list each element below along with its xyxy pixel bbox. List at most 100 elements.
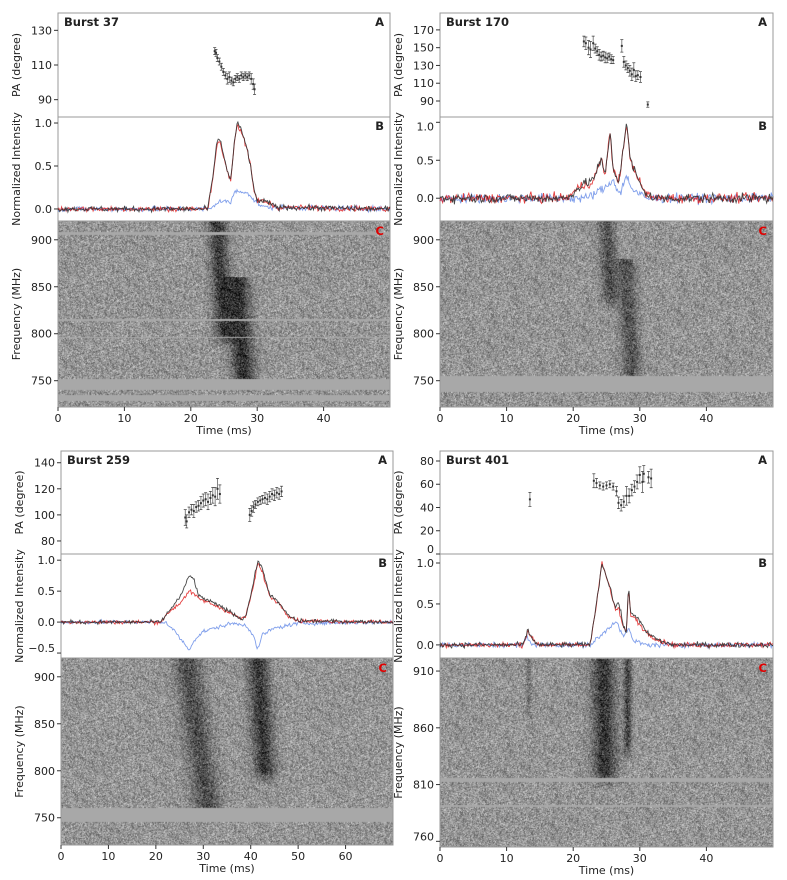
pa-data-point bbox=[265, 493, 269, 505]
profile-line-total bbox=[60, 560, 394, 626]
pa-data-point bbox=[239, 71, 243, 80]
spectrum-ytick-label: 900 bbox=[31, 234, 52, 247]
spectrum-panel-frame bbox=[439, 657, 774, 848]
pa-marker bbox=[584, 42, 587, 45]
spectrum-ytick-label: 910 bbox=[413, 665, 434, 678]
dynamic-spectrum-image bbox=[61, 658, 393, 845]
pa-ytick-label: 0 bbox=[427, 543, 434, 556]
profile-ytick-label: 1.0 bbox=[38, 554, 56, 567]
profile-ytick-label: 0.5 bbox=[38, 585, 56, 598]
pa-marker bbox=[625, 494, 628, 497]
pa-data-point bbox=[635, 474, 639, 490]
pa-marker bbox=[278, 493, 281, 496]
pa-data-point bbox=[592, 473, 596, 489]
pa-marker bbox=[650, 477, 653, 480]
dynamic-spectrum-image bbox=[440, 221, 773, 407]
pa-data-point bbox=[219, 62, 223, 71]
pa-data-point bbox=[201, 493, 205, 508]
panel-letter-b: B bbox=[378, 556, 387, 570]
profile-line-total bbox=[57, 120, 391, 214]
pa-marker bbox=[622, 500, 625, 503]
time-xtick-label: 60 bbox=[339, 850, 353, 863]
profile-line-linear bbox=[57, 123, 391, 214]
dynamic-spectrum-image bbox=[440, 658, 773, 847]
pa-marker bbox=[630, 489, 633, 492]
pa-marker bbox=[605, 484, 608, 487]
pa-marker bbox=[612, 485, 615, 488]
pa-marker bbox=[647, 476, 650, 479]
pa-data-point bbox=[245, 73, 249, 81]
pa-data-point bbox=[593, 43, 597, 54]
profile-panel-frame bbox=[57, 116, 391, 222]
pa-data-point bbox=[258, 496, 262, 505]
time-xlabel: Time (ms) bbox=[578, 864, 634, 877]
pa-marker bbox=[266, 498, 269, 501]
burst-170-figure: Burst 170 A B C 90 110 130 150 170 PA (degree) 0.0… bbox=[392, 12, 774, 437]
time-xtick-label: 10 bbox=[117, 412, 131, 425]
profile-line-linear bbox=[60, 562, 394, 626]
pa-ytick-label: 90 bbox=[420, 95, 434, 108]
pa-marker bbox=[268, 495, 271, 498]
pa-data-point bbox=[233, 75, 237, 83]
profile-panel-frame bbox=[439, 553, 774, 659]
pa-marker bbox=[271, 493, 274, 496]
pa-marker bbox=[263, 496, 266, 499]
spectrum-ylabel: Frequency (MHz) bbox=[392, 268, 405, 360]
profile-ytick-label: 0.0 bbox=[35, 203, 53, 216]
pa-marker bbox=[248, 74, 251, 77]
pa-ytick-label: 90 bbox=[38, 94, 52, 107]
pa-data-point bbox=[217, 57, 221, 66]
pa-data-point bbox=[611, 482, 615, 491]
pa-marker bbox=[220, 65, 223, 68]
pa-ytick-label: 80 bbox=[41, 535, 55, 548]
pa-marker bbox=[236, 76, 239, 79]
pa-data-point bbox=[263, 492, 267, 504]
pa-marker bbox=[254, 503, 257, 506]
pa-marker bbox=[608, 55, 611, 58]
spectrum-ytick-label: 850 bbox=[413, 281, 434, 294]
pa-ytick-label: 100 bbox=[34, 509, 55, 522]
pa-marker bbox=[615, 490, 618, 493]
pa-data-point bbox=[587, 40, 591, 56]
pa-marker bbox=[256, 500, 259, 503]
pa-marker bbox=[211, 494, 214, 497]
pa-marker bbox=[238, 77, 241, 80]
spectrum-ytick-label: 750 bbox=[34, 812, 55, 825]
pa-marker bbox=[275, 491, 278, 494]
pa-ylabel: PA (degree) bbox=[392, 470, 405, 534]
pa-marker bbox=[610, 58, 613, 61]
pa-marker bbox=[620, 504, 623, 507]
pa-marker bbox=[620, 44, 623, 47]
profile-ytick-label: 0.0 bbox=[38, 616, 56, 629]
profile-line-total bbox=[439, 563, 773, 650]
pa-marker bbox=[606, 57, 609, 60]
pa-data-point bbox=[601, 50, 605, 61]
pa-marker bbox=[280, 490, 283, 493]
profile-panel-frame bbox=[439, 116, 774, 222]
spectrum-ytick-label: 900 bbox=[34, 671, 55, 684]
profile-ytick-label: 0.5 bbox=[417, 154, 435, 167]
pa-marker bbox=[630, 73, 633, 76]
pa-data-point bbox=[275, 487, 279, 499]
time-xlabel: Time (ms) bbox=[198, 862, 254, 875]
profile-panel-frame bbox=[60, 553, 394, 659]
panel-letter-c: C bbox=[376, 224, 384, 238]
pa-ytick-label: 20 bbox=[420, 525, 434, 538]
pa-marker bbox=[636, 74, 639, 77]
pa-marker bbox=[218, 493, 221, 496]
spectrum-ytick-label: 750 bbox=[31, 375, 52, 388]
pa-data-point bbox=[632, 480, 636, 493]
pa-marker bbox=[634, 75, 637, 78]
pa-marker bbox=[204, 498, 207, 501]
pa-data-point bbox=[614, 486, 618, 497]
pa-marker bbox=[598, 53, 601, 56]
pa-marker bbox=[636, 480, 639, 483]
burst-title: Burst 170 bbox=[446, 15, 509, 29]
pa-data-point bbox=[634, 70, 638, 82]
pa-marker bbox=[228, 76, 231, 79]
burst-title: Burst 401 bbox=[446, 453, 509, 467]
pa-data-point bbox=[197, 500, 201, 512]
pa-marker bbox=[259, 499, 262, 502]
pa-data-point bbox=[268, 491, 272, 503]
